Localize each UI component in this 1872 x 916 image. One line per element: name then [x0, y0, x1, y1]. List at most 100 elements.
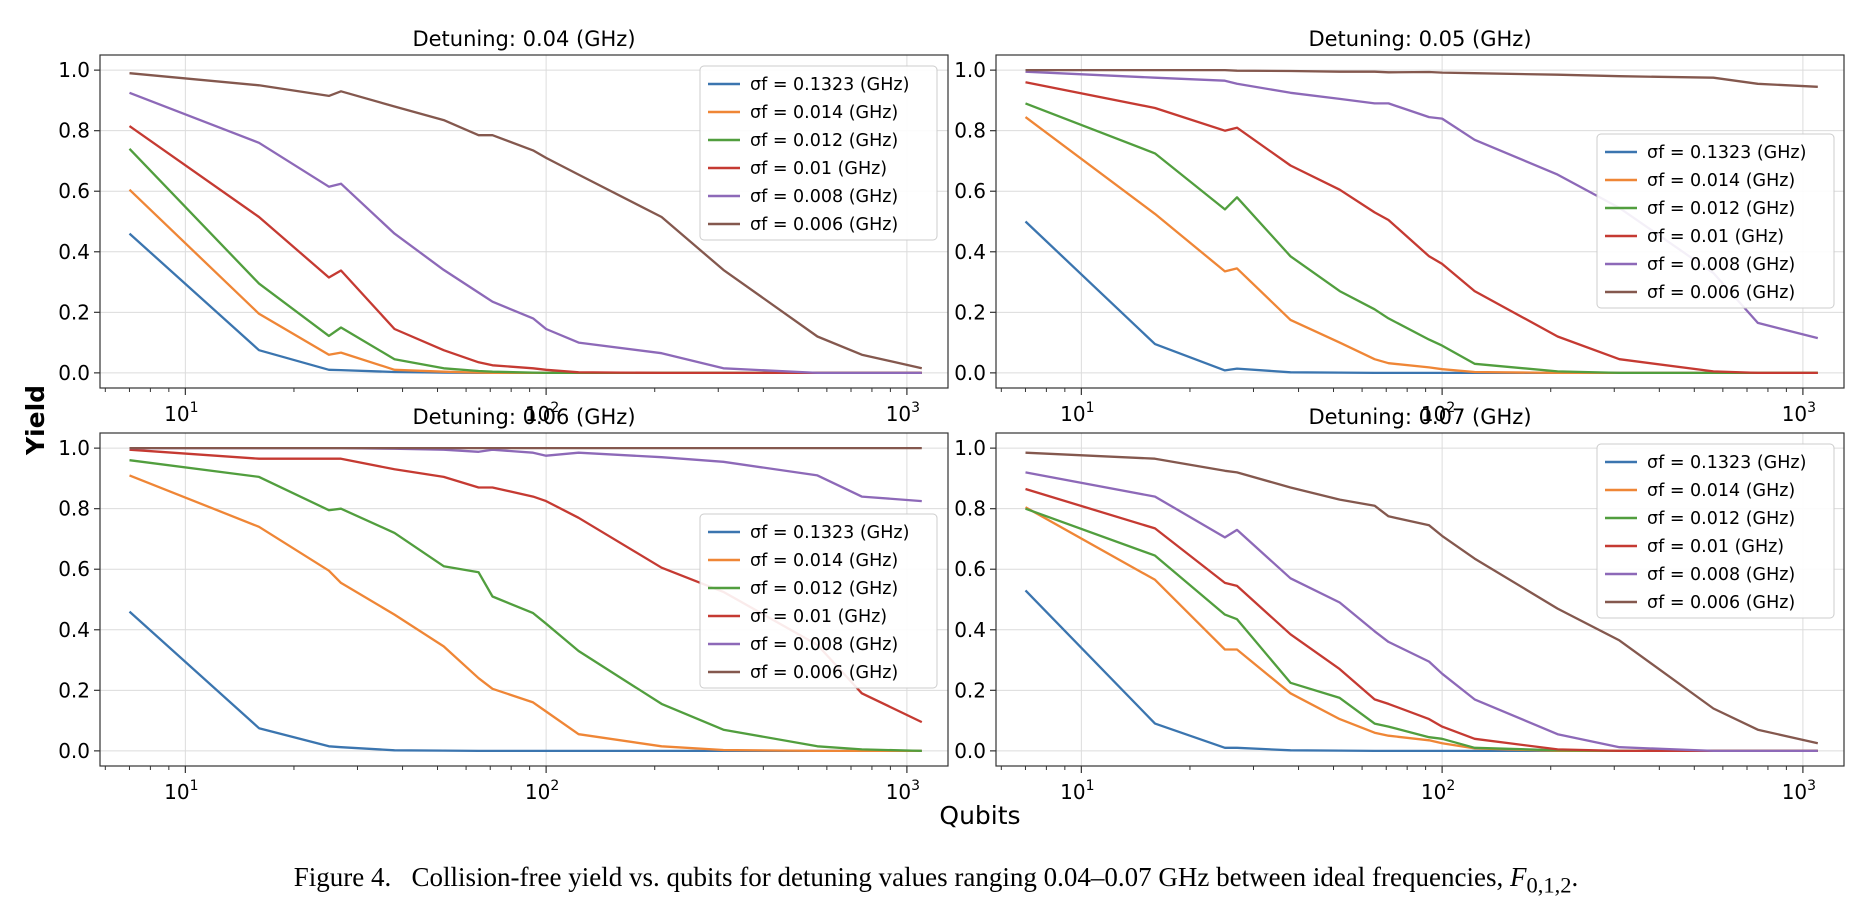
x-tick-label: 102	[1421, 778, 1455, 804]
y-tick-label: 0.6	[58, 557, 90, 581]
subplot-title: Detuning: 0.04 (GHz)	[412, 27, 635, 51]
y-tick-label: 0.4	[954, 618, 986, 642]
y-tick-label: 1.0	[58, 58, 90, 82]
series-line-5	[129, 91, 922, 375]
legend-entry: σf = 0.014 (GHz)	[750, 551, 898, 571]
legend-entry: σf = 0.01 (GHz)	[1647, 227, 1784, 247]
legend-entry: σf = 0.008 (GHz)	[750, 635, 898, 655]
y-tick-label: 0.6	[954, 179, 986, 203]
x-tick-label: 101	[1060, 400, 1094, 426]
legend-box	[699, 513, 938, 689]
legend-entry: σf = 0.012 (GHz)	[750, 579, 898, 599]
legend-box	[699, 65, 938, 241]
y-tick-label: 1.0	[58, 436, 90, 460]
legend-entry: σf = 0.012 (GHz)	[1647, 509, 1795, 529]
y-tick-label: 0.8	[58, 497, 90, 521]
x-tick-label: 103	[886, 778, 920, 804]
legend-entry: σf = 0.008 (GHz)	[1647, 255, 1795, 275]
x-tick-label: 101	[164, 400, 198, 426]
legend-entry: σf = 0.006 (GHz)	[750, 663, 898, 683]
legend-entry: σf = 0.006 (GHz)	[750, 215, 898, 235]
y-tick-label: 0.0	[954, 739, 986, 763]
caption-end: .	[1571, 862, 1579, 892]
legend-box	[1596, 443, 1835, 619]
x-tick-label: 103	[886, 400, 920, 426]
axes-frame	[995, 54, 1845, 389]
y-tick-label: 1.0	[954, 436, 986, 460]
subplot-3: 0.0 0.2 0.4 0.6 0.8 1.0 101 102 103 Detuning: 0.0…	[58, 405, 949, 804]
axes-frame	[995, 432, 1845, 767]
legend-entry: σf = 0.014 (GHz)	[750, 103, 898, 123]
subplot-4: 0.0 0.2 0.4 0.6 0.8 1.0 101 102 103 Detuning: 0.0…	[954, 405, 1845, 804]
series-line-6	[1025, 451, 1819, 745]
axes-frame	[99, 54, 949, 389]
y-tick-label: 0.8	[954, 497, 986, 521]
y-tick-label: 0.6	[954, 557, 986, 581]
legend: σf = 0.1323 (GHz) σf = 0.014 (GHz) σf = 0.…	[699, 513, 938, 689]
legend: σf = 0.1323 (GHz) σf = 0.014 (GHz) σf = 0.…	[1596, 443, 1835, 619]
series-line-6	[129, 72, 923, 370]
y-tick-label: 0.2	[954, 678, 986, 702]
legend-entry: σf = 0.1323 (GHz)	[1647, 143, 1806, 163]
legend-entry: σf = 0.01 (GHz)	[1647, 537, 1784, 557]
x-tick-label: 101	[1060, 778, 1094, 804]
x-tick-label: 103	[1782, 778, 1816, 804]
figure-xlabel: Qubits	[939, 801, 1020, 830]
minor-x-ticks	[1000, 766, 1787, 770]
y-tick-label: 0.2	[58, 300, 90, 324]
subplot-2: 0.0 0.2 0.4 0.6 0.8 1.0 101 102 103 Detuning: 0.0…	[954, 27, 1845, 426]
x-tick-label: 102	[525, 400, 559, 426]
legend-entry: σf = 0.008 (GHz)	[750, 187, 898, 207]
series-line-6	[1025, 68, 1818, 88]
subplot-1: 0.0 0.2 0.4 0.6 0.8 1.0 101 102 103 Detuning: 0.0…	[58, 27, 949, 426]
legend-entry: σf = 0.014 (GHz)	[1647, 171, 1795, 191]
subplot-title: Detuning: 0.05 (GHz)	[1308, 27, 1531, 51]
caption-label: Figure 4.	[293, 862, 392, 892]
minor-x-ticks	[104, 766, 891, 770]
legend-entry: σf = 0.006 (GHz)	[1647, 283, 1795, 303]
y-tick-label: 0.0	[954, 361, 986, 385]
legend-entry: σf = 0.1323 (GHz)	[1647, 453, 1806, 473]
figure-ylabel: Yield	[21, 385, 50, 456]
y-tick-label: 0.4	[954, 240, 986, 264]
caption-text: Collision-free yield vs. qubits for detu…	[411, 862, 1510, 892]
axes-frame	[99, 432, 949, 767]
legend-entry: σf = 0.1323 (GHz)	[750, 523, 909, 543]
y-tick-label: 0.2	[954, 300, 986, 324]
subplot-title: Detuning: 0.07 (GHz)	[1308, 405, 1531, 429]
legend: σf = 0.1323 (GHz) σf = 0.014 (GHz) σf = 0.…	[699, 65, 938, 241]
y-tick-label: 1.0	[954, 58, 986, 82]
series-line-5	[1025, 471, 1818, 753]
caption-subscript: 0,1,2	[1526, 872, 1572, 898]
x-tick-label: 102	[525, 778, 559, 804]
legend: σf = 0.1323 (GHz) σf = 0.014 (GHz) σf = 0.…	[1596, 133, 1835, 309]
y-tick-label: 0.4	[58, 618, 90, 642]
legend-entry: σf = 0.014 (GHz)	[1647, 481, 1795, 501]
y-tick-label: 0.8	[58, 119, 90, 143]
x-tick-label: 102	[1421, 400, 1455, 426]
series-line-4	[1025, 487, 1818, 753]
y-tick-label: 0.0	[58, 361, 90, 385]
minor-x-ticks	[1000, 388, 1787, 392]
series-line-3	[129, 459, 922, 753]
caption-symbol: F	[1509, 862, 1527, 892]
y-tick-label: 0.4	[58, 240, 90, 264]
minor-x-ticks	[104, 388, 891, 392]
legend-entry: σf = 0.01 (GHz)	[750, 159, 887, 179]
y-tick-label: 0.2	[58, 678, 90, 702]
legend-entry: σf = 0.008 (GHz)	[1647, 565, 1795, 585]
subplot-title: Detuning: 0.06 (GHz)	[412, 405, 635, 429]
legend-entry: σf = 0.006 (GHz)	[1647, 593, 1795, 613]
legend-box	[1596, 133, 1835, 309]
legend-entry: σf = 0.012 (GHz)	[750, 131, 898, 151]
x-tick-label: 103	[1782, 400, 1816, 426]
series-line-4	[128, 125, 922, 375]
legend-entry: σf = 0.012 (GHz)	[1647, 199, 1795, 219]
y-tick-label: 0.6	[58, 179, 90, 203]
figure-caption: Figure 4. Collision-free yield vs. qubit…	[0, 862, 1872, 898]
series-line-3	[1025, 102, 1818, 375]
legend-entry: σf = 0.01 (GHz)	[750, 607, 887, 627]
series-line-4	[1025, 81, 1818, 375]
x-tick-label: 101	[164, 778, 198, 804]
